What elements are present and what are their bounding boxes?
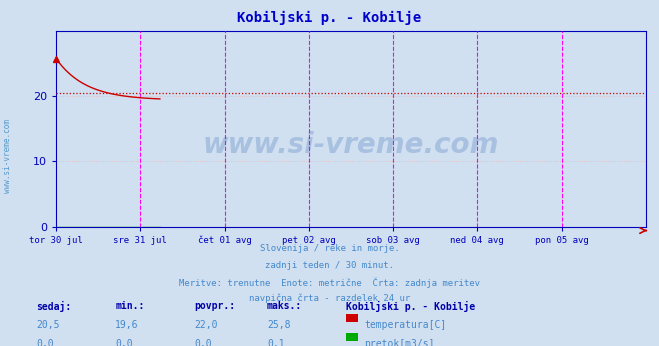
Text: Meritve: trenutne  Enote: metrične  Črta: zadnja meritev: Meritve: trenutne Enote: metrične Črta: … (179, 277, 480, 288)
Text: 0,0: 0,0 (194, 339, 212, 346)
Text: pretok[m3/s]: pretok[m3/s] (364, 339, 435, 346)
Text: 0,0: 0,0 (115, 339, 133, 346)
Text: min.:: min.: (115, 301, 145, 311)
Text: maks.:: maks.: (267, 301, 302, 311)
Text: 20,5: 20,5 (36, 320, 60, 330)
Text: www.si-vreme.com: www.si-vreme.com (203, 130, 499, 158)
Text: 0,1: 0,1 (267, 339, 285, 346)
Text: povpr.:: povpr.: (194, 301, 235, 311)
Text: 0,0: 0,0 (36, 339, 54, 346)
Text: Slovenija / reke in morje.: Slovenija / reke in morje. (260, 244, 399, 253)
Text: sedaj:: sedaj: (36, 301, 71, 312)
Text: zadnji teden / 30 minut.: zadnji teden / 30 minut. (265, 261, 394, 270)
Text: 19,6: 19,6 (115, 320, 139, 330)
Text: navpična črta - razdelek 24 ur: navpična črta - razdelek 24 ur (249, 294, 410, 303)
Text: temperatura[C]: temperatura[C] (364, 320, 447, 330)
Text: Kobiljski p. - Kobilje: Kobiljski p. - Kobilje (346, 301, 475, 312)
Text: Kobiljski p. - Kobilje: Kobiljski p. - Kobilje (237, 10, 422, 25)
Text: 25,8: 25,8 (267, 320, 291, 330)
Text: 22,0: 22,0 (194, 320, 218, 330)
Text: www.si-vreme.com: www.si-vreme.com (3, 119, 13, 193)
